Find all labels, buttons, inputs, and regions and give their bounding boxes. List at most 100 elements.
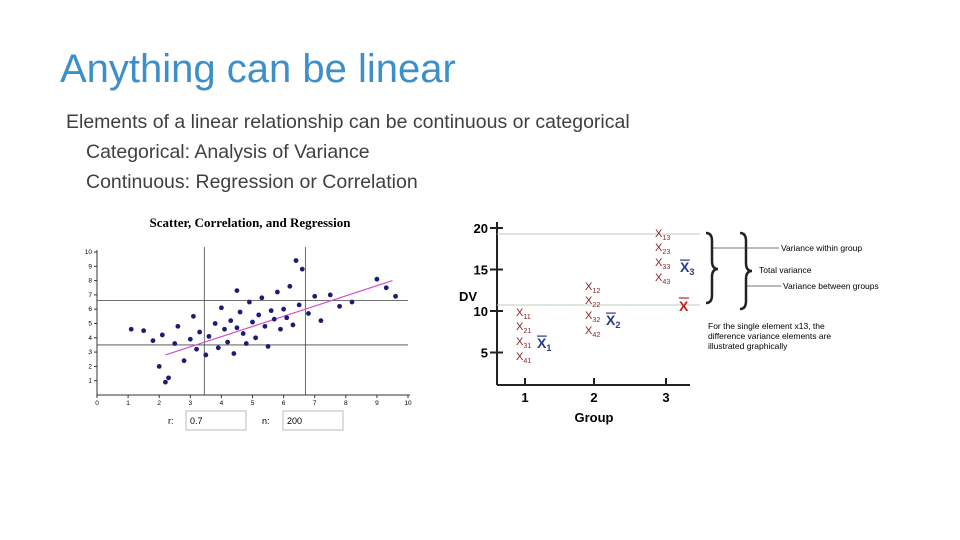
x-tick-label: 8 bbox=[344, 400, 348, 407]
symbol: X41 bbox=[516, 351, 531, 365]
point bbox=[234, 325, 240, 331]
y-tick-label: 10 bbox=[474, 304, 488, 319]
annotation: Variance within group bbox=[781, 243, 862, 253]
x-tick-label: 5 bbox=[251, 400, 255, 407]
y-tick-label: 4 bbox=[88, 335, 92, 342]
point bbox=[237, 309, 243, 315]
x-tick-label: 10 bbox=[404, 400, 412, 407]
point bbox=[175, 323, 181, 329]
symbol: X13 bbox=[655, 228, 670, 242]
symbol: X43 bbox=[655, 272, 670, 286]
symbol-subscript: 13 bbox=[662, 234, 670, 242]
point bbox=[278, 326, 283, 332]
label: r: bbox=[168, 416, 174, 426]
value: 0.7 bbox=[190, 416, 203, 426]
point bbox=[281, 306, 286, 312]
y-tick-label: 20 bbox=[474, 221, 488, 236]
x-tick-label: 1 bbox=[521, 390, 528, 405]
symbol-subscript: 22 bbox=[592, 301, 600, 309]
input-box bbox=[282, 410, 344, 431]
x-tick-label: 1 bbox=[126, 400, 130, 407]
point bbox=[181, 358, 187, 364]
symbol-subscript: 12 bbox=[592, 287, 600, 295]
point bbox=[187, 336, 193, 342]
symbol: X3 bbox=[680, 259, 694, 277]
symbol-subscript: 2 bbox=[615, 320, 620, 330]
y-axis-label: DV bbox=[459, 289, 477, 304]
symbol-base: X bbox=[606, 312, 616, 328]
symbol-subscript: 23 bbox=[662, 248, 670, 256]
x-tick-label: 2 bbox=[157, 400, 161, 407]
x-tick-label: 3 bbox=[662, 390, 669, 405]
point bbox=[393, 293, 398, 299]
symbol-base: X bbox=[680, 259, 690, 275]
sub-bullet: Continuous: Regression or Correlation bbox=[86, 171, 418, 193]
note: illustrated graphically bbox=[708, 341, 788, 351]
symbol: X23 bbox=[655, 242, 670, 256]
y-tick-label: 3 bbox=[88, 349, 92, 356]
symbol: X2 bbox=[606, 312, 620, 330]
point bbox=[306, 311, 311, 316]
grand-mean: X bbox=[679, 298, 689, 314]
figure-title: Scatter, Correlation, and Regression bbox=[150, 215, 352, 230]
symbol-subscript: 11 bbox=[523, 313, 530, 321]
symbol-base: X bbox=[516, 351, 524, 363]
y-tick-label: 9 bbox=[88, 263, 92, 270]
point bbox=[215, 345, 221, 351]
point bbox=[383, 285, 389, 291]
x-tick-label: 3 bbox=[188, 400, 192, 407]
point bbox=[128, 326, 134, 332]
point bbox=[256, 312, 262, 318]
point bbox=[243, 341, 249, 346]
point bbox=[231, 351, 237, 356]
point bbox=[274, 289, 280, 295]
brace bbox=[705, 231, 719, 305]
symbol-subscript: 33 bbox=[662, 263, 670, 271]
point bbox=[234, 288, 240, 294]
annotation: Total variance bbox=[759, 265, 812, 275]
point bbox=[327, 292, 333, 298]
bullet: Elements of a linear relationship can be… bbox=[66, 111, 630, 133]
point bbox=[271, 316, 277, 322]
point bbox=[225, 339, 231, 345]
point bbox=[318, 318, 324, 324]
note: For the single element x13, the bbox=[708, 321, 825, 331]
point bbox=[250, 319, 255, 325]
point bbox=[253, 335, 259, 341]
symbol: X33 bbox=[655, 257, 670, 271]
point bbox=[262, 323, 268, 329]
point bbox=[284, 315, 290, 321]
label: n: bbox=[262, 416, 270, 426]
point bbox=[240, 331, 246, 336]
point bbox=[290, 322, 296, 328]
point bbox=[194, 346, 199, 352]
point bbox=[166, 375, 171, 381]
value: 200 bbox=[287, 416, 302, 426]
point bbox=[222, 326, 227, 332]
y-tick-label: 10 bbox=[85, 249, 93, 256]
symbol-base: X bbox=[655, 272, 663, 284]
symbol: X11 bbox=[516, 307, 531, 321]
symbol-subscript: 32 bbox=[592, 316, 600, 324]
symbol-subscript: 41 bbox=[523, 357, 531, 365]
point bbox=[172, 341, 178, 346]
point bbox=[265, 343, 271, 349]
symbol: X1 bbox=[537, 335, 551, 353]
point bbox=[228, 318, 234, 324]
point bbox=[312, 293, 318, 299]
symbol: X21 bbox=[516, 321, 531, 335]
point bbox=[296, 302, 302, 308]
point bbox=[259, 295, 265, 301]
x-tick-label: 0 bbox=[95, 400, 99, 407]
symbol-subscript: 31 bbox=[523, 342, 531, 350]
symbol: X42 bbox=[585, 325, 600, 339]
y-tick-label: 2 bbox=[88, 363, 92, 370]
point bbox=[374, 276, 380, 282]
anova-figure: DV Group Variance within group Total var… bbox=[459, 221, 879, 425]
point bbox=[159, 332, 165, 338]
symbol-subscript: 42 bbox=[592, 331, 600, 339]
symbol-subscript: 1 bbox=[546, 343, 551, 353]
annotation: Variance between groups bbox=[783, 281, 879, 291]
x-tick-label: 4 bbox=[220, 400, 224, 407]
brace bbox=[739, 231, 753, 311]
